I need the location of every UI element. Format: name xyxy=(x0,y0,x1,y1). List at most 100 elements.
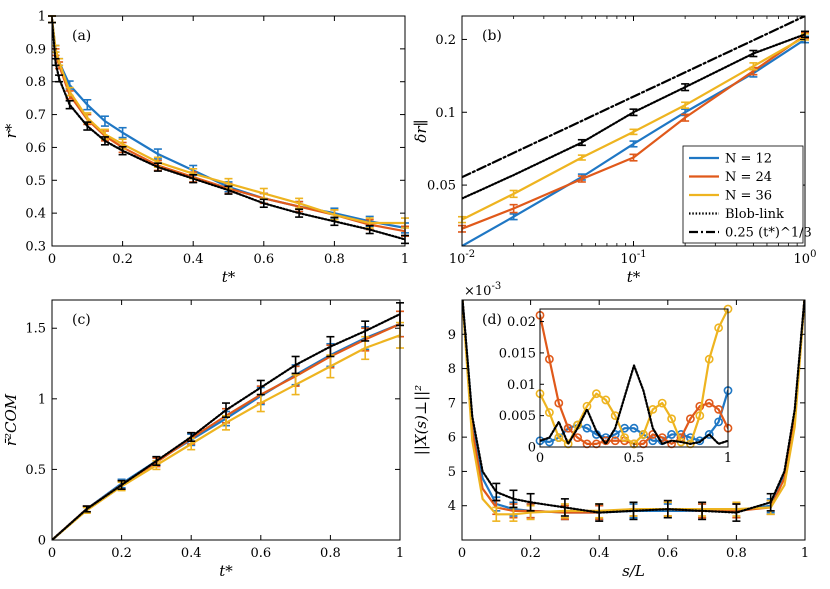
inset-y-tick-label: 0.005 xyxy=(499,409,536,424)
x-tick-label: 10-1 xyxy=(620,249,646,267)
x-tick-label: 0.6 xyxy=(250,546,271,561)
marker-N24 xyxy=(554,398,564,408)
y-tick-label: 6 xyxy=(448,431,456,446)
x-tick-label: 0.6 xyxy=(657,546,678,561)
x-tick-label: 0.2 xyxy=(112,252,133,267)
y-axis-label: r̄²COM xyxy=(2,393,20,446)
x-tick-label: 0 xyxy=(48,252,56,267)
legend-label-blob: Blob-link xyxy=(725,207,784,222)
y-tick-label: 0.9 xyxy=(25,42,46,57)
axes-frame xyxy=(51,15,406,247)
y-tick-label: 5 xyxy=(448,465,456,480)
marker-N12 xyxy=(704,430,714,439)
x-tick-label: 0.8 xyxy=(726,546,747,561)
x-tick-exponent: -2 xyxy=(465,249,475,260)
y-tick-label: 1 xyxy=(38,10,46,25)
panel-label: (a) xyxy=(72,28,91,44)
marker-N24 xyxy=(686,414,695,424)
y-tick-label: 0.1 xyxy=(435,106,456,121)
marker-N12 xyxy=(695,436,705,446)
legend-box xyxy=(682,145,804,244)
marker-N24 xyxy=(592,439,601,449)
marker-N24 xyxy=(639,439,648,449)
y-tick-label: 0.2 xyxy=(435,33,456,48)
legend-label-N12: N = 12 xyxy=(725,152,772,167)
panel-label: (c) xyxy=(72,312,91,328)
y-tick-label: 1 xyxy=(38,392,46,407)
y-tick-label: 4 xyxy=(448,499,456,514)
panel-label: (d) xyxy=(482,312,502,328)
series-line-blob xyxy=(540,364,728,445)
inset-y-tick-label: 0.01 xyxy=(507,378,536,393)
panel-label: (b) xyxy=(482,28,502,44)
series-line-N36 xyxy=(462,300,805,516)
y-tick-label: 9 xyxy=(448,328,456,343)
marker-N36 xyxy=(695,411,705,421)
marker-N24 xyxy=(563,423,573,433)
x-tick-exponent: 0 xyxy=(810,249,816,260)
x-tick-label: 0.4 xyxy=(181,546,202,561)
marker-N36 xyxy=(592,389,601,399)
x-axis-label: s/L xyxy=(622,562,645,580)
x-axis-label: t* xyxy=(627,268,641,286)
series-line-guide xyxy=(462,16,805,179)
marker-N24 xyxy=(573,433,582,442)
panel-d: 0 0.2 0.4 0.6 0.8 1 4 5 6 7 8 9 s/L ||X(s)⊥||² (d) ×10-… xyxy=(412,281,809,580)
x-tick-label: 1 xyxy=(801,546,809,561)
y-tick-label: 1.5 xyxy=(25,322,46,337)
marker-N36 xyxy=(620,433,629,442)
panel-c: 0 0.2 0.4 0.6 0.8 1 0 0.5 1 1.5 t* r̄²COM (c) xyxy=(2,299,404,580)
marker-N24 xyxy=(714,404,723,414)
marker-N36 xyxy=(639,430,648,439)
y-tick-label: 0 xyxy=(38,534,46,549)
marker-N12 xyxy=(582,423,592,433)
marker-N12 xyxy=(648,436,658,446)
marker-N36 xyxy=(657,398,667,408)
x-tick-label: 0.4 xyxy=(183,252,204,267)
x-tick-label: 0.8 xyxy=(320,546,341,561)
axes-frame xyxy=(461,299,806,541)
marker-N24 xyxy=(704,398,714,408)
y-tick-label: 0.5 xyxy=(25,463,46,478)
x-axis-label: t* xyxy=(219,562,233,580)
legend-label-guide: 0.25 (t*)^1/3 xyxy=(725,226,812,241)
legend-label-N36: N = 36 xyxy=(725,189,772,204)
y-tick-label: 0.8 xyxy=(25,75,46,90)
y-tick-label: 7 xyxy=(448,396,456,411)
inset-x-tick-label: 0.5 xyxy=(624,451,645,466)
y-axis-label: r* xyxy=(2,123,20,138)
axis-multiplier: ×10-3 xyxy=(464,281,501,299)
legend-label-N24: N = 24 xyxy=(725,170,772,185)
y-tick-label: 0.3 xyxy=(25,240,46,255)
inset-y-tick-label: 0.02 xyxy=(507,315,536,330)
y-tick-label: 0.6 xyxy=(25,141,46,156)
x-tick-label: 0 xyxy=(48,546,56,561)
x-tick-exponent: -1 xyxy=(637,249,647,260)
marker-N36 xyxy=(582,401,592,411)
x-axis-label: t* xyxy=(222,268,236,286)
marker-N12 xyxy=(714,417,723,427)
axis-multiplier-exponent: -3 xyxy=(491,281,501,292)
x-tick-label: 0.8 xyxy=(324,252,345,267)
marker-N12 xyxy=(667,430,676,439)
y-tick-label: 0.05 xyxy=(427,179,456,194)
series-line-blob xyxy=(462,300,805,514)
x-tick-label: 0 xyxy=(458,546,466,561)
marker-N36 xyxy=(545,408,554,417)
y-tick-label: 0.4 xyxy=(25,207,46,222)
x-tick-label: 0.6 xyxy=(253,252,274,267)
x-tick-label: 0.2 xyxy=(520,546,541,561)
marker-N24 xyxy=(610,436,620,446)
marker-N36 xyxy=(704,354,714,364)
y-tick-label: 0.5 xyxy=(25,174,46,189)
series-line-N36 xyxy=(52,334,400,540)
inset-y-tick-label: 0.015 xyxy=(499,346,536,361)
y-tick-label: 0.7 xyxy=(25,108,46,123)
x-tick-label: 0.4 xyxy=(589,546,610,561)
marker-N24 xyxy=(545,354,554,364)
y-axis-label: δr∥ xyxy=(412,119,430,142)
inset-x-tick-label: 1 xyxy=(724,451,732,466)
panel-a: 0 0.2 0.4 0.6 0.8 1 0.3 0.4 0.5 0.6 0.7 0.8 0.9 1 t* r*… xyxy=(2,10,409,287)
x-tick-label: 0.2 xyxy=(111,546,132,561)
